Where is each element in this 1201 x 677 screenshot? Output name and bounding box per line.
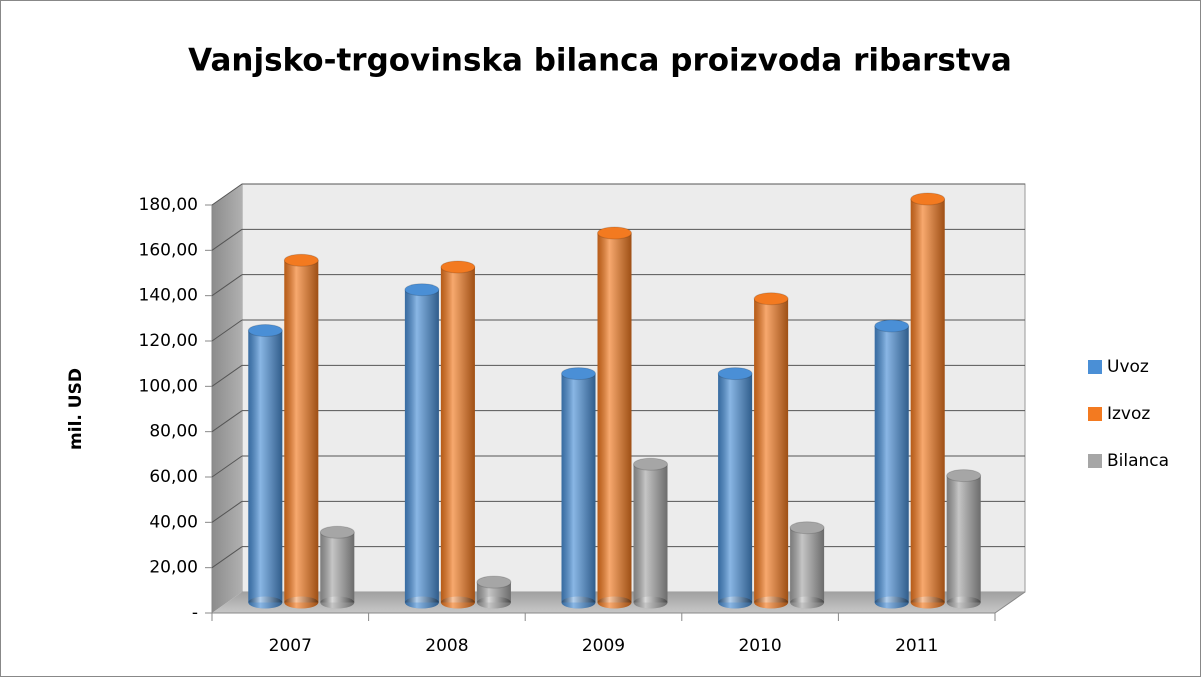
bar-body-shade (754, 298, 789, 603)
legend-label: Izvoz (1107, 404, 1150, 424)
y-tick-label: - (192, 603, 198, 623)
bar (283, 253, 319, 609)
x-tick-label: 2008 (425, 636, 468, 656)
bar-top (874, 319, 910, 333)
bar-body-shade (561, 373, 596, 603)
bar-body-shade (718, 373, 753, 603)
y-axis-label: mil. USD (66, 368, 86, 450)
grid-line (211, 319, 243, 342)
bar-top (789, 521, 825, 535)
bar (597, 226, 632, 609)
bar-top (561, 367, 596, 381)
x-tick-label: 2011 (895, 636, 938, 656)
bar-top (404, 283, 440, 297)
bar-body-shade (946, 475, 981, 603)
bar-body-shade (597, 233, 632, 603)
bar-top (440, 260, 476, 274)
bar-body-shade (633, 464, 668, 603)
bar-top (319, 525, 355, 539)
bar (247, 324, 283, 609)
bar (910, 192, 946, 609)
bar-body-shade (790, 527, 825, 603)
y-tick-label: 180,00 (139, 195, 198, 215)
grid-line (211, 546, 243, 569)
bar (440, 260, 476, 609)
bar (717, 367, 753, 609)
bar (404, 283, 440, 609)
bar-top (717, 367, 753, 381)
x-tick-label: 2009 (582, 636, 625, 656)
bar (319, 525, 355, 609)
bar (476, 575, 512, 609)
y-tick-label: 20,00 (149, 558, 198, 578)
grid-line (211, 183, 243, 206)
bar-body-shade (284, 260, 319, 603)
bar (874, 319, 910, 609)
y-tick-label: 100,00 (139, 376, 198, 396)
y-tick-label: 120,00 (139, 331, 198, 351)
y-tick-label: 60,00 (149, 467, 198, 487)
legend-swatch (1088, 407, 1102, 421)
y-tick-label: 80,00 (149, 422, 198, 442)
bar-body-shade (874, 325, 909, 603)
legend-swatch (1088, 454, 1102, 468)
bar-top (946, 469, 982, 483)
bar (789, 521, 825, 609)
bar-body-shade (440, 267, 475, 603)
legend-label: Bilanca (1107, 451, 1169, 471)
bar-top (910, 192, 946, 206)
x-tick-label: 2007 (269, 636, 312, 656)
bar-top (476, 575, 512, 589)
bar-body-shade (320, 532, 355, 603)
bar-top (753, 292, 789, 306)
grid-line (211, 500, 243, 523)
side-wall (212, 184, 242, 613)
floor-edge (994, 591, 1026, 614)
y-tick-label: 40,00 (149, 512, 198, 532)
bar (633, 457, 668, 609)
legend-label: Uvoz (1107, 357, 1149, 377)
grid-line (211, 274, 243, 297)
bar (561, 367, 596, 609)
bar-body-shade (910, 199, 945, 603)
grid-line (211, 228, 243, 251)
legend-swatch (1088, 360, 1102, 374)
bar (946, 469, 982, 609)
grid-line (211, 410, 243, 433)
bar-top (597, 226, 632, 240)
bar-body-shade (248, 330, 283, 603)
grid-line (211, 455, 243, 478)
x-tick-label: 2010 (738, 636, 781, 656)
bar-body-shade (404, 289, 439, 603)
y-tick-label: 160,00 (139, 240, 198, 260)
bar-top (633, 457, 668, 471)
bar-top (283, 253, 319, 267)
chart-title: Vanjsko-trgovinska bilanca proizvoda rib… (188, 43, 1012, 79)
bar (753, 292, 789, 609)
grid-line (211, 364, 243, 387)
y-tick-label: 140,00 (139, 286, 198, 306)
bar-top (247, 324, 283, 337)
